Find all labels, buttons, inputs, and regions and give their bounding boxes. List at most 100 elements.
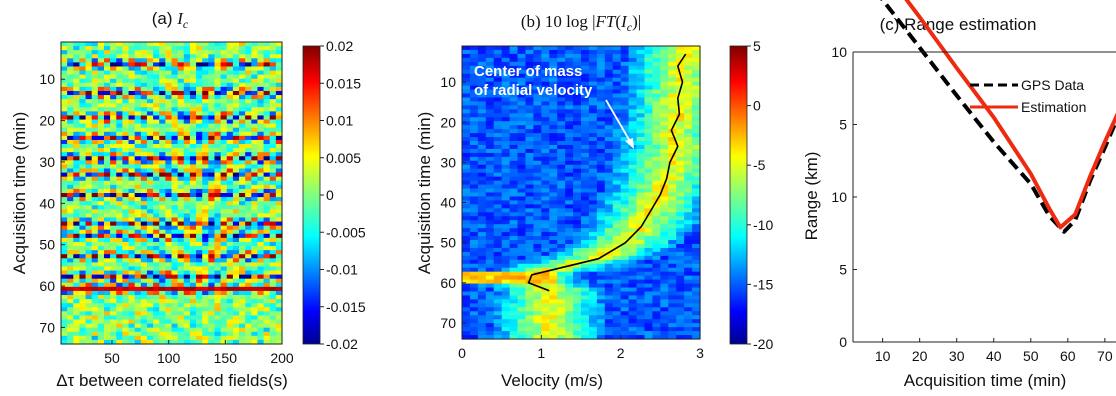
heatmap-cell xyxy=(620,184,630,190)
heatmap-cell xyxy=(269,168,277,174)
heatmap-cell xyxy=(159,148,166,153)
heatmap-cell xyxy=(220,274,228,280)
heatmap-cell xyxy=(134,307,142,312)
heatmap-cell xyxy=(668,184,677,190)
heatmap-cell xyxy=(493,176,503,182)
heatmap-cell xyxy=(103,303,111,308)
heatmap-cell xyxy=(232,131,240,137)
heatmap-cell xyxy=(628,255,638,261)
heatmap-cell xyxy=(517,335,527,340)
heatmap-cell xyxy=(525,319,534,324)
heatmap-cell xyxy=(116,205,123,210)
heatmap-cell xyxy=(509,212,519,217)
heatmap-cell xyxy=(676,232,685,237)
heatmap-cell xyxy=(128,127,136,133)
heatmap-cell xyxy=(644,113,653,118)
heatmap-cell xyxy=(620,57,630,63)
heatmap-cell xyxy=(128,201,136,206)
heatmap-cell xyxy=(140,172,148,178)
heatmap-cell xyxy=(477,216,487,221)
heatmap-cell xyxy=(573,291,582,297)
heatmap-cell xyxy=(189,188,197,194)
heatmap-cell xyxy=(525,212,534,217)
heatmap-cell xyxy=(485,152,495,158)
heatmap-cell xyxy=(263,95,271,100)
heatmap-cell xyxy=(146,335,154,341)
heatmap-cell xyxy=(588,271,598,277)
heatmap-cell xyxy=(509,85,519,91)
heatmap-cell xyxy=(128,311,136,317)
heatmap-cell xyxy=(79,46,87,51)
heatmap-cell xyxy=(565,46,574,51)
heatmap-cell xyxy=(140,74,148,80)
heatmap-cell xyxy=(61,127,68,133)
heatmap-cell xyxy=(620,327,630,332)
heatmap-cell xyxy=(214,278,222,284)
heatmap-cell xyxy=(692,311,701,316)
heatmap-cell xyxy=(159,327,166,333)
heatmap-cell xyxy=(692,275,701,281)
heatmap-cell xyxy=(636,196,646,202)
heatmap-cell xyxy=(588,129,598,134)
heatmap-cell xyxy=(153,193,160,198)
heatmap-cell xyxy=(73,270,81,276)
heatmap-cell xyxy=(183,258,191,263)
heatmap-cell xyxy=(214,86,222,92)
heatmap-cell xyxy=(177,250,185,255)
heatmap-cell xyxy=(85,42,93,47)
heatmap-cell xyxy=(146,197,154,202)
heatmap-cell xyxy=(620,188,630,194)
heatmap-cell xyxy=(165,233,173,239)
heatmap-cell xyxy=(263,290,271,296)
heatmap-cell xyxy=(525,228,534,233)
heatmap-cell xyxy=(171,286,179,292)
heatmap-cell xyxy=(541,263,550,269)
heatmap-cell xyxy=(581,247,590,253)
heatmap-cell xyxy=(251,99,259,104)
heatmap-cell xyxy=(103,168,111,174)
heatmap-cell xyxy=(469,240,479,245)
heatmap-cell xyxy=(183,99,191,104)
heatmap-cell xyxy=(165,331,173,337)
heatmap-cell xyxy=(189,237,197,243)
heatmap-cell xyxy=(620,89,630,95)
heatmap-cell xyxy=(177,241,185,247)
heatmap-cell xyxy=(565,156,574,162)
heatmap-cell xyxy=(183,180,191,186)
heatmap-cell xyxy=(208,127,216,133)
heatmap-cell xyxy=(128,139,136,145)
heatmap-cell xyxy=(140,58,148,63)
heatmap-cell xyxy=(269,193,277,198)
heatmap-cell xyxy=(202,90,209,96)
heatmap-cell xyxy=(692,93,701,99)
heatmap-cell xyxy=(477,212,487,217)
heatmap-cell xyxy=(171,254,179,259)
heatmap-cell xyxy=(61,237,68,243)
heatmap-cell xyxy=(620,255,630,261)
heatmap-cell xyxy=(501,236,511,241)
heatmap-cell xyxy=(159,184,166,190)
heatmap-cell xyxy=(245,160,252,166)
heatmap-cell xyxy=(116,119,123,125)
heatmap-cell xyxy=(134,209,142,214)
heatmap-cell xyxy=(676,109,685,114)
heatmap-cell xyxy=(110,66,117,72)
heatmap-cell xyxy=(97,270,105,276)
heatmap-cell xyxy=(525,148,534,154)
heatmap-cell xyxy=(541,188,550,194)
heatmap-cell xyxy=(165,286,173,292)
heatmap-cell xyxy=(103,58,111,63)
heatmap-cell xyxy=(557,259,566,265)
heatmap-cell xyxy=(146,46,154,51)
heatmap-cell xyxy=(257,250,265,255)
heatmap-cell xyxy=(620,232,630,237)
heatmap-cell xyxy=(177,95,185,100)
heatmap-cell xyxy=(196,180,203,186)
heatmap-cell xyxy=(612,121,622,126)
heatmap-cell xyxy=(644,255,653,261)
heatmap-cell xyxy=(692,188,701,194)
heatmap-cell xyxy=(177,50,185,55)
heatmap-cell xyxy=(462,232,471,237)
heatmap-cell xyxy=(165,172,173,178)
